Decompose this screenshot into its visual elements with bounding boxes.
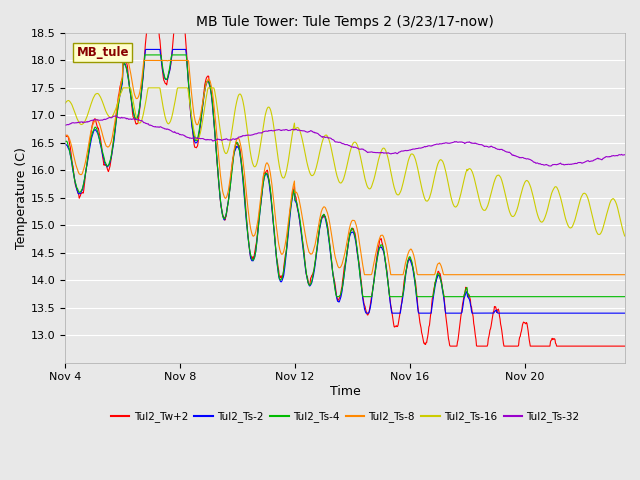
Tul2_Ts-32 (289, 127, 296, 132)
Tul2_Ts-2 (499, 310, 507, 316)
Tul2_Ts-8 (447, 272, 454, 277)
Tul2_Ts-4 (289, 195, 296, 201)
Line: Tul2_Ts-4: Tul2_Ts-4 (65, 55, 625, 297)
Line: Tul2_Ts-8: Tul2_Ts-8 (65, 60, 625, 275)
Tul2_Ts-16 (119, 85, 127, 91)
Tul2_Tw+2 (446, 343, 454, 349)
Tul2_Ts-8 (118, 73, 126, 79)
Line: Tul2_Ts-2: Tul2_Ts-2 (65, 49, 625, 313)
Tul2_Tw+2 (499, 336, 507, 342)
Tul2_Ts-8 (308, 251, 316, 256)
X-axis label: Time: Time (330, 385, 360, 398)
Tul2_Tw+2 (289, 192, 296, 197)
Tul2_Ts-4 (333, 294, 341, 300)
Tul2_Ts-16 (61, 100, 69, 106)
Tul2_Ts-4 (118, 78, 126, 84)
Tul2_Tw+2 (509, 343, 516, 349)
Tul2_Ts-2 (447, 310, 454, 316)
Tul2_Ts-16 (118, 87, 126, 93)
Title: MB Tule Tower: Tule Temps 2 (3/23/17-now): MB Tule Tower: Tule Temps 2 (3/23/17-now… (196, 15, 494, 29)
Tul2_Ts-8 (289, 189, 296, 194)
Line: Tul2_Ts-32: Tul2_Ts-32 (65, 116, 625, 166)
Tul2_Ts-32 (446, 140, 454, 146)
Tul2_Ts-16 (289, 132, 296, 138)
Tul2_Ts-4 (61, 139, 69, 144)
Tul2_Ts-2 (118, 81, 126, 86)
Y-axis label: Temperature (C): Temperature (C) (15, 147, 28, 249)
Line: Tul2_Ts-16: Tul2_Ts-16 (65, 88, 625, 236)
Tul2_Ts-8 (509, 272, 516, 277)
Tul2_Ts-2 (509, 310, 516, 316)
Tul2_Tw+2 (308, 272, 316, 278)
Tul2_Ts-8 (119, 58, 127, 63)
Text: MB_tule: MB_tule (76, 46, 129, 59)
Tul2_Ts-32 (119, 115, 127, 121)
Tul2_Ts-2 (289, 196, 296, 202)
Tul2_Tw+2 (621, 343, 629, 349)
Tul2_Ts-2 (142, 47, 150, 52)
Tul2_Tw+2 (447, 343, 454, 349)
Tul2_Ts-32 (61, 122, 69, 128)
Tul2_Ts-16 (499, 180, 506, 185)
Tul2_Ts-32 (308, 129, 316, 134)
Tul2_Ts-32 (547, 163, 555, 169)
Tul2_Tw+2 (118, 75, 126, 81)
Tul2_Ts-32 (499, 147, 506, 153)
Line: Tul2_Tw+2: Tul2_Tw+2 (65, 27, 625, 346)
Tul2_Ts-8 (361, 272, 369, 277)
Legend: Tul2_Tw+2, Tul2_Ts-2, Tul2_Ts-4, Tul2_Ts-8, Tul2_Ts-16, Tul2_Ts-32: Tul2_Tw+2, Tul2_Ts-2, Tul2_Ts-4, Tul2_Ts… (106, 408, 584, 427)
Tul2_Ts-8 (499, 272, 507, 277)
Tul2_Ts-16 (308, 173, 316, 179)
Tul2_Ts-16 (446, 191, 454, 196)
Tul2_Ts-16 (621, 233, 629, 239)
Tul2_Ts-32 (509, 152, 516, 158)
Tul2_Ts-8 (61, 133, 69, 139)
Tul2_Ts-32 (112, 113, 120, 119)
Tul2_Ts-4 (141, 52, 148, 58)
Tul2_Ts-2 (362, 310, 370, 316)
Tul2_Ts-2 (61, 141, 69, 147)
Tul2_Ts-4 (308, 276, 316, 281)
Tul2_Tw+2 (143, 24, 151, 30)
Tul2_Ts-32 (621, 152, 629, 157)
Tul2_Ts-2 (621, 310, 629, 316)
Tul2_Ts-2 (308, 277, 316, 283)
Tul2_Ts-4 (509, 294, 516, 300)
Tul2_Ts-4 (447, 294, 454, 300)
Tul2_Ts-16 (509, 214, 516, 219)
Tul2_Ts-4 (499, 294, 507, 300)
Tul2_Ts-4 (621, 294, 629, 300)
Tul2_Ts-8 (621, 272, 629, 277)
Tul2_Tw+2 (61, 132, 69, 138)
